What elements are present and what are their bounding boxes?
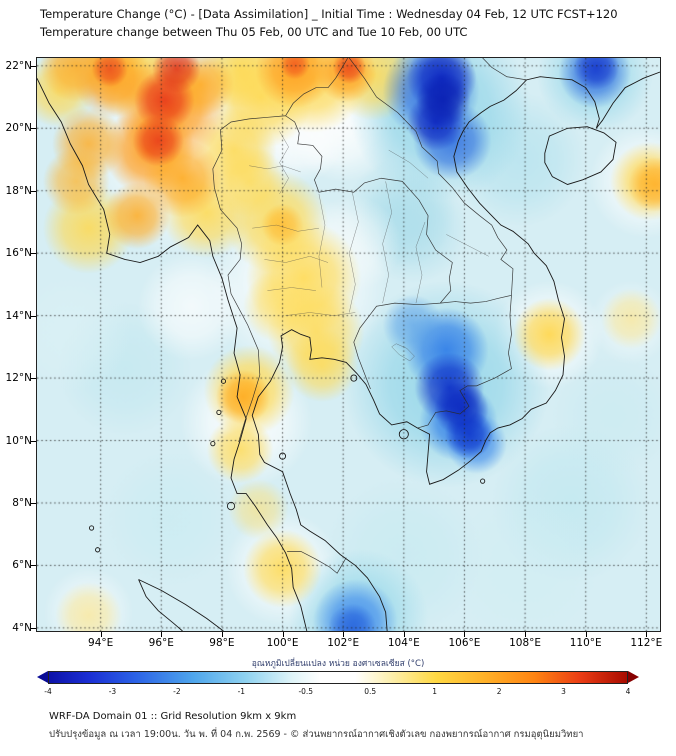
colorbar-label: อุณหภูมิเปลี่ยนแปลง หน่วย องศาเซลเซียส (… (251, 659, 425, 669)
temperature-field-canvas (37, 58, 660, 631)
lat-tick-label: 8°N (12, 496, 32, 509)
colorbar (37, 671, 639, 684)
lat-tick-label: 16°N (5, 247, 32, 260)
lon-tick-mark (221, 632, 223, 637)
lat-tick-mark (31, 565, 36, 567)
colorbar-tick-label: -1 (237, 687, 246, 696)
lon-tick-mark (343, 632, 345, 637)
lat-tick-label: 22°N (5, 59, 32, 72)
lon-tick-label: 106°E (448, 637, 481, 649)
lat-tick-mark (31, 502, 36, 504)
lon-tick-label: 98°E (209, 637, 235, 649)
lat-tick-mark (31, 627, 36, 629)
colorbar-right-arrow (628, 671, 639, 683)
lat-tick-label: 6°N (12, 559, 32, 572)
colorbar-tick-label: -4 (44, 687, 52, 696)
lon-tick-label: 96°E (148, 637, 174, 649)
colorbar-tick-label: 0.5 (364, 687, 377, 696)
province-borders (249, 131, 488, 361)
lon-tick-label: 100°E (266, 637, 299, 649)
lon-tick-mark (282, 632, 284, 637)
page-subtitle: Temperature change between Thu 05 Feb, 0… (40, 25, 468, 39)
footer-update-info: ปรับปรุงข้อมูล ณ เวลา 19:00น. วัน พ. ที่… (49, 729, 584, 740)
footer-domain-info: WRF-DA Domain 01 :: Grid Resolution 9km … (49, 711, 297, 722)
lon-tick-mark (161, 632, 163, 637)
lat-tick-mark (31, 65, 36, 67)
lon-tick-label: 108°E (509, 637, 542, 649)
lat-tick-label: 14°N (5, 309, 32, 322)
lon-tick-label: 104°E (387, 637, 420, 649)
lon-tick-label: 112°E (630, 637, 663, 649)
colorbar-tick-label: -2 (173, 687, 181, 696)
lat-tick-label: 4°N (12, 621, 32, 634)
lat-tick-label: 12°N (5, 372, 32, 385)
lat-tick-mark (31, 378, 36, 380)
lat-tick-label: 18°N (5, 184, 32, 197)
colorbar-ticks: -4 -3 -2 -1 -0.5 0.5 1 2 3 4 (44, 687, 631, 697)
lon-tick-mark (100, 632, 102, 637)
colorbar-tick-label: 3 (561, 687, 566, 696)
lon-tick-mark (403, 632, 405, 637)
lat-tick-label: 20°N (5, 122, 32, 135)
lon-tick-label: 94°E (88, 637, 114, 649)
lon-tick-label: 110°E (569, 637, 602, 649)
colorbar-tick-label: 4 (625, 687, 631, 696)
country-borders (213, 58, 527, 573)
lat-tick-label: 10°N (5, 434, 32, 447)
colorbar-tick-label: 2 (496, 687, 502, 696)
lon-tick-mark (525, 632, 527, 637)
map-plot-area (36, 57, 661, 632)
page-title: Temperature Change (°C) - [Data Assimila… (40, 7, 618, 21)
lat-tick-mark (31, 190, 36, 192)
lon-tick-label: 102°E (327, 637, 360, 649)
lon-tick-mark (464, 632, 466, 637)
lat-tick-mark (31, 253, 36, 255)
colorbar-gradient (48, 671, 628, 684)
lat-tick-mark (31, 128, 36, 130)
lon-tick-mark (585, 632, 587, 637)
lon-tick-mark (646, 632, 648, 637)
colorbar-tick-label: -0.5 (298, 687, 314, 696)
coastline-overlay (37, 58, 660, 631)
lat-tick-mark (31, 440, 36, 442)
colorbar-tick-label: -3 (108, 687, 117, 696)
lat-tick-mark (31, 315, 36, 317)
colorbar-tick-label: 1 (432, 687, 438, 696)
colorbar-left-arrow (37, 671, 48, 683)
coastlines (37, 72, 660, 631)
